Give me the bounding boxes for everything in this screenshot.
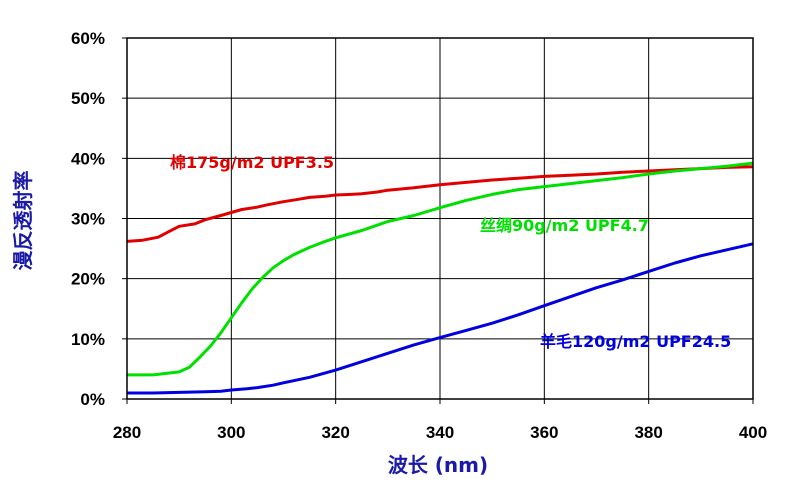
series-line-silk bbox=[127, 161, 754, 377]
y-tick-label: 60% bbox=[71, 29, 105, 48]
series-line-cotton bbox=[126, 165, 754, 243]
series-line-wool bbox=[127, 242, 754, 395]
x-tick-label: 360 bbox=[530, 423, 558, 442]
x-tick-label: 280 bbox=[113, 423, 141, 442]
y-tick-label: 10% bbox=[71, 330, 105, 349]
x-tick-label: 340 bbox=[426, 423, 454, 442]
series-labels: 棉175g/m2 UPF3.5 丝绸90g/m2 UPF4.7 羊毛120g/m2 … bbox=[170, 153, 731, 351]
y-axis-ticks: 0% 10% 20% 30% 40% 50% 60% bbox=[71, 29, 127, 409]
y-tick-label: 40% bbox=[71, 149, 105, 168]
x-axis-ticks: 280 300 320 340 360 380 400 bbox=[113, 399, 767, 442]
x-tick-label: 300 bbox=[217, 423, 245, 442]
x-tick-label: 400 bbox=[739, 423, 767, 442]
y-tick-label: 20% bbox=[71, 270, 105, 289]
x-tick-label: 380 bbox=[634, 423, 662, 442]
series-label-cotton: 棉175g/m2 UPF3.5 bbox=[170, 153, 334, 172]
series-label-silk: 丝绸90g/m2 UPF4.7 bbox=[480, 216, 649, 235]
y-axis-title: 漫反透射率 bbox=[11, 171, 35, 271]
series-lines bbox=[126, 161, 754, 395]
x-tick-label: 320 bbox=[321, 423, 349, 442]
series-label-wool: 羊毛120g/m2 UPF24.5 bbox=[540, 332, 731, 351]
y-tick-label: 50% bbox=[71, 89, 105, 108]
y-tick-label: 30% bbox=[71, 210, 105, 229]
x-axis-title: 波长 (nm) bbox=[388, 453, 488, 477]
y-tick-label: 0% bbox=[80, 390, 105, 409]
